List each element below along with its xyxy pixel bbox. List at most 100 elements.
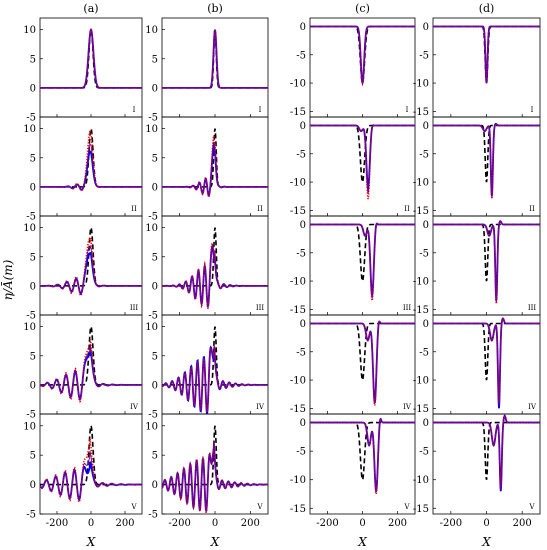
- y-tick-label: -5: [26, 311, 36, 322]
- panel-(b)-IV: -5 0 5 10 IV: [145, 314, 269, 421]
- series-line-red: [310, 222, 415, 302]
- y-tick-label: 0: [152, 380, 158, 391]
- panel-(d)-V: -15 -10 -5 0 -200 0 200 V: [413, 413, 541, 529]
- series-line-black: [433, 223, 540, 282]
- y-tick-label: -15: [413, 206, 429, 217]
- y-tick-label: 0: [30, 182, 36, 193]
- y-tick-label: 0: [423, 121, 429, 132]
- y-tick-label: 0: [152, 281, 158, 292]
- y-tick-label: -10: [290, 277, 306, 288]
- y-tick-label: -5: [26, 410, 36, 421]
- series-line-red: [310, 25, 415, 86]
- series-line-purple: [40, 450, 142, 502]
- series-line-blue: [40, 461, 142, 501]
- series-line-red: [40, 28, 142, 89]
- y-tick-label: -10: [413, 475, 429, 486]
- panel-frame: [432, 314, 541, 415]
- y-tick-label: 0: [30, 83, 36, 94]
- y-tick-label: -10: [290, 178, 306, 189]
- series-line-black: [40, 27, 142, 89]
- row-label: II: [404, 205, 410, 213]
- series-line-black: [433, 322, 540, 381]
- y-tick-label: 0: [423, 319, 429, 330]
- panel-(b)-V: -5 0 5 10 -200 0 200 V: [145, 413, 269, 529]
- panel-(b)-III: -5 0 5 10 III: [145, 215, 269, 322]
- row-label: V: [403, 503, 410, 511]
- column-label-3: (c): [355, 2, 370, 15]
- y-tick-label: -15: [290, 107, 306, 118]
- row-label: III: [256, 304, 265, 312]
- panel-(a)-V: -5 0 5 10 -200 0 200 V: [23, 413, 143, 529]
- panel-(d)-III: -15 -10 -5 0 III: [413, 215, 541, 316]
- series-line-blue: [310, 25, 415, 87]
- series-line-blue: [162, 29, 268, 89]
- series-line-purple: [310, 26, 415, 85]
- series-line-purple: [310, 223, 415, 299]
- y-tick-label: -10: [413, 178, 429, 189]
- y-tick-label: -15: [290, 404, 306, 415]
- row-label: I: [531, 106, 534, 114]
- series-line-black: [40, 324, 142, 386]
- x-tick-label: 0: [483, 518, 489, 529]
- series-line-purple: [162, 346, 268, 413]
- row-label: II: [131, 205, 137, 213]
- panel-frame: [309, 116, 416, 217]
- panel-(c)-IV: -15 -10 -5 0 IV: [290, 314, 416, 415]
- series-line-purple: [162, 141, 268, 197]
- row-label: II: [529, 205, 535, 213]
- panel-grid: -50510I-50510II-50510III-50510IV-50510-2…: [23, 17, 541, 529]
- series-line-blue: [40, 348, 142, 400]
- y-tick-label: 5: [152, 252, 158, 263]
- y-tick-label: -5: [148, 510, 158, 521]
- series-line-purple: [40, 344, 142, 401]
- y-tick-label: 0: [152, 480, 158, 491]
- series-line-blue: [433, 414, 540, 492]
- y-tick-label: 0: [30, 281, 36, 292]
- row-label: I: [259, 106, 262, 114]
- series-line-red: [310, 417, 415, 495]
- y-tick-label: 0: [300, 22, 306, 33]
- panel-(c)-V: -15 -10 -5 0 -200 0 200 V: [290, 413, 416, 529]
- y-tick-label: 5: [30, 252, 36, 263]
- column-label-4: (d): [479, 2, 495, 15]
- series-line-blue: [40, 252, 142, 295]
- y-tick-label: 0: [30, 480, 36, 491]
- series-line-purple: [433, 415, 540, 491]
- y-tick-label: 10: [23, 124, 36, 135]
- y-tick-label: -5: [296, 50, 306, 61]
- x-tick-label: 0: [359, 518, 365, 529]
- series-line-purple: [433, 26, 540, 84]
- panel-(b)-II: -5 0 5 10 II: [145, 116, 269, 223]
- y-tick-label: 5: [30, 153, 36, 164]
- x-axis-label-1: X: [86, 535, 96, 549]
- series-line-black: [310, 223, 415, 284]
- row-label: IV: [528, 403, 537, 411]
- series-line-black: [310, 421, 415, 482]
- series-line-black: [40, 423, 142, 486]
- panel-(c)-III: -15 -10 -5 0 III: [290, 215, 416, 316]
- y-tick-label: 10: [23, 421, 36, 432]
- y-tick-label: -5: [148, 410, 158, 421]
- y-tick-label: 5: [152, 451, 158, 462]
- series-line-blue: [433, 220, 540, 301]
- y-tick-label: -5: [419, 447, 429, 458]
- y-tick-label: -5: [26, 212, 36, 223]
- panel-frame: [309, 17, 416, 118]
- series-line-black: [433, 124, 540, 183]
- series-line-red: [433, 317, 540, 403]
- y-tick-label: 10: [145, 421, 158, 432]
- row-label: II: [257, 205, 263, 213]
- x-tick-label: -200: [316, 518, 338, 529]
- row-label: III: [130, 304, 139, 312]
- y-tick-label: 5: [30, 54, 36, 65]
- y-tick-label: -5: [419, 347, 429, 358]
- series-line-purple: [162, 443, 268, 513]
- panel-frame: [432, 116, 541, 217]
- panel-frame: [309, 314, 416, 415]
- series-line-blue: [433, 317, 540, 409]
- panel-(a)-IV: -5 0 5 10 IV: [23, 314, 143, 421]
- series-line-purple: [433, 317, 540, 406]
- y-tick-label: 0: [300, 319, 306, 330]
